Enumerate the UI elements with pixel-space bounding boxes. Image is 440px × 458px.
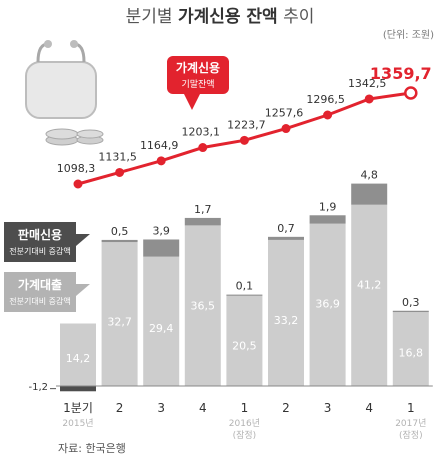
credit-balance-value: 1223,7 <box>227 118 266 131</box>
sales-credit-bar <box>309 215 346 224</box>
unit-label: (단위: 조원) <box>383 28 434 41</box>
loan-bar <box>309 223 346 386</box>
category-sublabel: 2015년 <box>62 418 93 429</box>
credit-balance-point <box>404 86 418 100</box>
loan-value: 29,4 <box>149 322 174 335</box>
sales-credit-bar <box>226 294 263 296</box>
sales-credit-bar <box>268 236 304 240</box>
category-label: 1분기 <box>63 401 93 415</box>
credit-balance-point <box>73 179 83 189</box>
purse-icon <box>25 40 104 146</box>
source-note: 자료: 한국은행 <box>58 442 126 455</box>
category-sublabel: 2016년 <box>229 418 260 429</box>
sales-credit-bar <box>392 310 429 313</box>
loan-bar <box>184 225 221 386</box>
loan-bar <box>392 312 429 386</box>
category-label: 4 <box>199 401 207 415</box>
bar-layer: -1,2 14,2 0,5 32,7 3,9 29,4 1,7 36,5 0,1 20,5 0,7 3… <box>28 169 429 393</box>
sales-credit-bar <box>351 183 388 205</box>
credit-balance-value: 1164,9 <box>140 139 179 152</box>
sales-credit-value: 1,9 <box>319 200 337 213</box>
credit-balance-value: 1131,5 <box>98 150 137 163</box>
household-loan-legend: 가계대출 전분기대비 증감액 <box>4 272 90 312</box>
credit-balance-point <box>198 143 208 153</box>
chart-title: 분기별 가계신용 잔액 추이 <box>126 7 315 27</box>
credit-balance-point <box>323 110 333 120</box>
category-sublabel: 2017년 <box>395 418 426 429</box>
credit-balance-value: 1203,1 <box>182 126 221 139</box>
credit-balance-value: 1296,5 <box>306 93 345 106</box>
loan-bar <box>351 204 388 386</box>
credit-legend-sublabel: 기말잔액 <box>181 78 214 90</box>
category-label: 2 <box>116 401 124 415</box>
loan-value: 36,5 <box>191 299 216 312</box>
credit-balance-point <box>364 94 374 104</box>
sales-credit-bar <box>143 239 180 257</box>
sales-legend-name: 판매신용 <box>18 227 62 242</box>
sales-credit-legend: 판매신용 전분기대비 증감액 <box>4 222 90 262</box>
credit-balance-value: 1257,6 <box>265 107 304 120</box>
category-label: 3 <box>157 401 165 415</box>
sales-legend-sublabel: 전분기대비 증감액 <box>9 246 70 256</box>
sales-credit-value: 0,3 <box>402 296 420 309</box>
sales-credit-bar <box>184 217 221 226</box>
loan-value: 20,5 <box>232 339 257 352</box>
loan-bar <box>101 242 138 386</box>
loan-bar <box>143 256 180 386</box>
credit-balance-point <box>281 124 291 134</box>
category-label: 1 <box>241 401 249 415</box>
loan-value: 16,8 <box>399 347 424 360</box>
loan-value: 36,9 <box>315 298 340 311</box>
loan-value: 33,2 <box>274 314 299 327</box>
loan-legend-sublabel: 전분기대비 증감액 <box>9 296 70 306</box>
credit-balance-value: 1342,5 <box>348 77 387 90</box>
sales-credit-value: 1,7 <box>194 203 212 216</box>
sales-credit-value: 0,5 <box>111 225 129 238</box>
credit-balance-point <box>156 156 166 166</box>
sales-credit-bar <box>60 386 96 392</box>
credit-balance-point <box>239 135 249 145</box>
category-label: 4 <box>365 401 373 415</box>
credit-legend-name: 가계신용 <box>176 60 220 75</box>
sales-credit-value: -1,2 <box>28 382 48 393</box>
credit-balance-value: 1098,3 <box>57 162 96 175</box>
sales-credit-bar <box>101 239 138 243</box>
category-label: 1 <box>407 401 415 415</box>
credit-balance-point <box>115 167 125 177</box>
sales-credit-value: 0,7 <box>277 222 295 235</box>
sales-credit-value: 4,8 <box>360 169 378 182</box>
loan-value: 32,7 <box>107 315 132 328</box>
loan-bar <box>60 323 96 386</box>
loan-bar <box>268 239 304 386</box>
loan-value: 41,2 <box>357 279 382 292</box>
loan-bar <box>226 295 263 386</box>
category-sublabel: (잠정) <box>399 430 423 441</box>
category-label: 2 <box>282 401 290 415</box>
loan-value: 14,2 <box>66 352 91 365</box>
credit-balance-legend: 가계신용 기말잔액 <box>167 56 229 110</box>
credit-balance-value: 1359,7 <box>370 64 432 83</box>
sales-credit-value: 3,9 <box>152 224 170 237</box>
category-sublabel: (잠정) <box>233 430 257 441</box>
category-label: 3 <box>324 401 332 415</box>
sales-credit-value: 0,1 <box>236 280 254 293</box>
loan-legend-name: 가계대출 <box>18 277 62 292</box>
